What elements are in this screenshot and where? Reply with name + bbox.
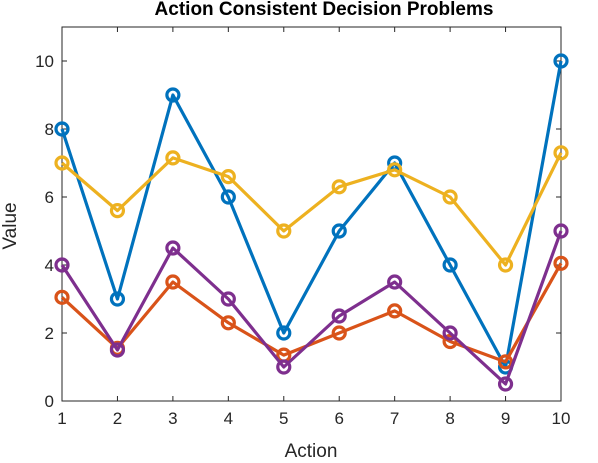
data-point <box>442 189 458 205</box>
data-point <box>553 255 569 271</box>
data-point <box>109 203 126 219</box>
y-tick-label: 10 <box>35 52 54 71</box>
data-point <box>54 121 70 137</box>
data-point <box>165 150 181 166</box>
data-point <box>165 240 181 256</box>
data-point <box>442 333 458 350</box>
x-tick-label: 1 <box>57 409 66 428</box>
x-axis-label: Action <box>285 441 338 462</box>
data-point <box>165 87 181 103</box>
series-line <box>60 60 563 369</box>
x-tick-label: 5 <box>279 409 288 428</box>
y-tick-label: 8 <box>45 120 54 139</box>
data-point <box>387 274 403 290</box>
axis-ticks <box>61 27 562 402</box>
x-tick-label: 9 <box>501 409 510 428</box>
y-tick-label: 2 <box>45 324 54 343</box>
data-point <box>553 223 569 239</box>
x-tick-label: 7 <box>390 409 399 428</box>
data-point <box>331 223 347 239</box>
y-tick-label: 4 <box>45 256 54 275</box>
data-point <box>387 303 403 319</box>
data-point <box>109 342 126 358</box>
data-point <box>497 376 514 392</box>
x-tick-label: 2 <box>113 409 122 428</box>
series-1 <box>54 53 569 375</box>
series-line <box>60 152 563 267</box>
data-point <box>220 315 236 331</box>
data-point <box>276 359 292 375</box>
x-tick-label: 6 <box>334 409 343 428</box>
data-point <box>442 257 458 273</box>
data-point <box>331 325 347 341</box>
x-tick-label: 3 <box>168 409 177 428</box>
data-point <box>553 145 569 161</box>
data-point <box>220 189 236 205</box>
plot-area <box>54 26 569 402</box>
data-point <box>387 162 403 178</box>
x-tick-label: 8 <box>445 409 454 428</box>
series-3 <box>54 145 569 273</box>
series-2 <box>54 255 569 370</box>
data-point <box>497 257 514 273</box>
data-point <box>276 325 292 341</box>
data-point <box>442 325 458 341</box>
data-point <box>165 274 181 290</box>
x-tick-label: 4 <box>224 409 233 428</box>
data-point <box>276 223 292 239</box>
y-tick-label: 6 <box>45 188 54 207</box>
data-point <box>220 169 236 185</box>
tick-labels: 1 2 3 4 5 6 7 8 9 10 0 2 4 6 8 10 <box>35 52 570 428</box>
data-point <box>553 53 569 69</box>
y-axis-label: Value <box>0 202 21 249</box>
data-point <box>54 289 70 305</box>
series-group <box>54 53 569 392</box>
series-line <box>60 262 563 364</box>
data-point <box>109 291 126 307</box>
series-4 <box>54 223 569 392</box>
plot-box <box>61 26 562 402</box>
data-point <box>54 155 70 171</box>
data-point <box>497 354 514 370</box>
data-point <box>220 291 236 307</box>
x-tick-label: 10 <box>552 409 571 428</box>
data-point <box>54 257 70 273</box>
data-point <box>331 179 347 195</box>
chart-title: Action Consistent Decision Problems <box>155 0 494 20</box>
data-point <box>331 308 347 324</box>
series-line <box>60 230 563 386</box>
y-tick-label: 0 <box>45 392 54 411</box>
